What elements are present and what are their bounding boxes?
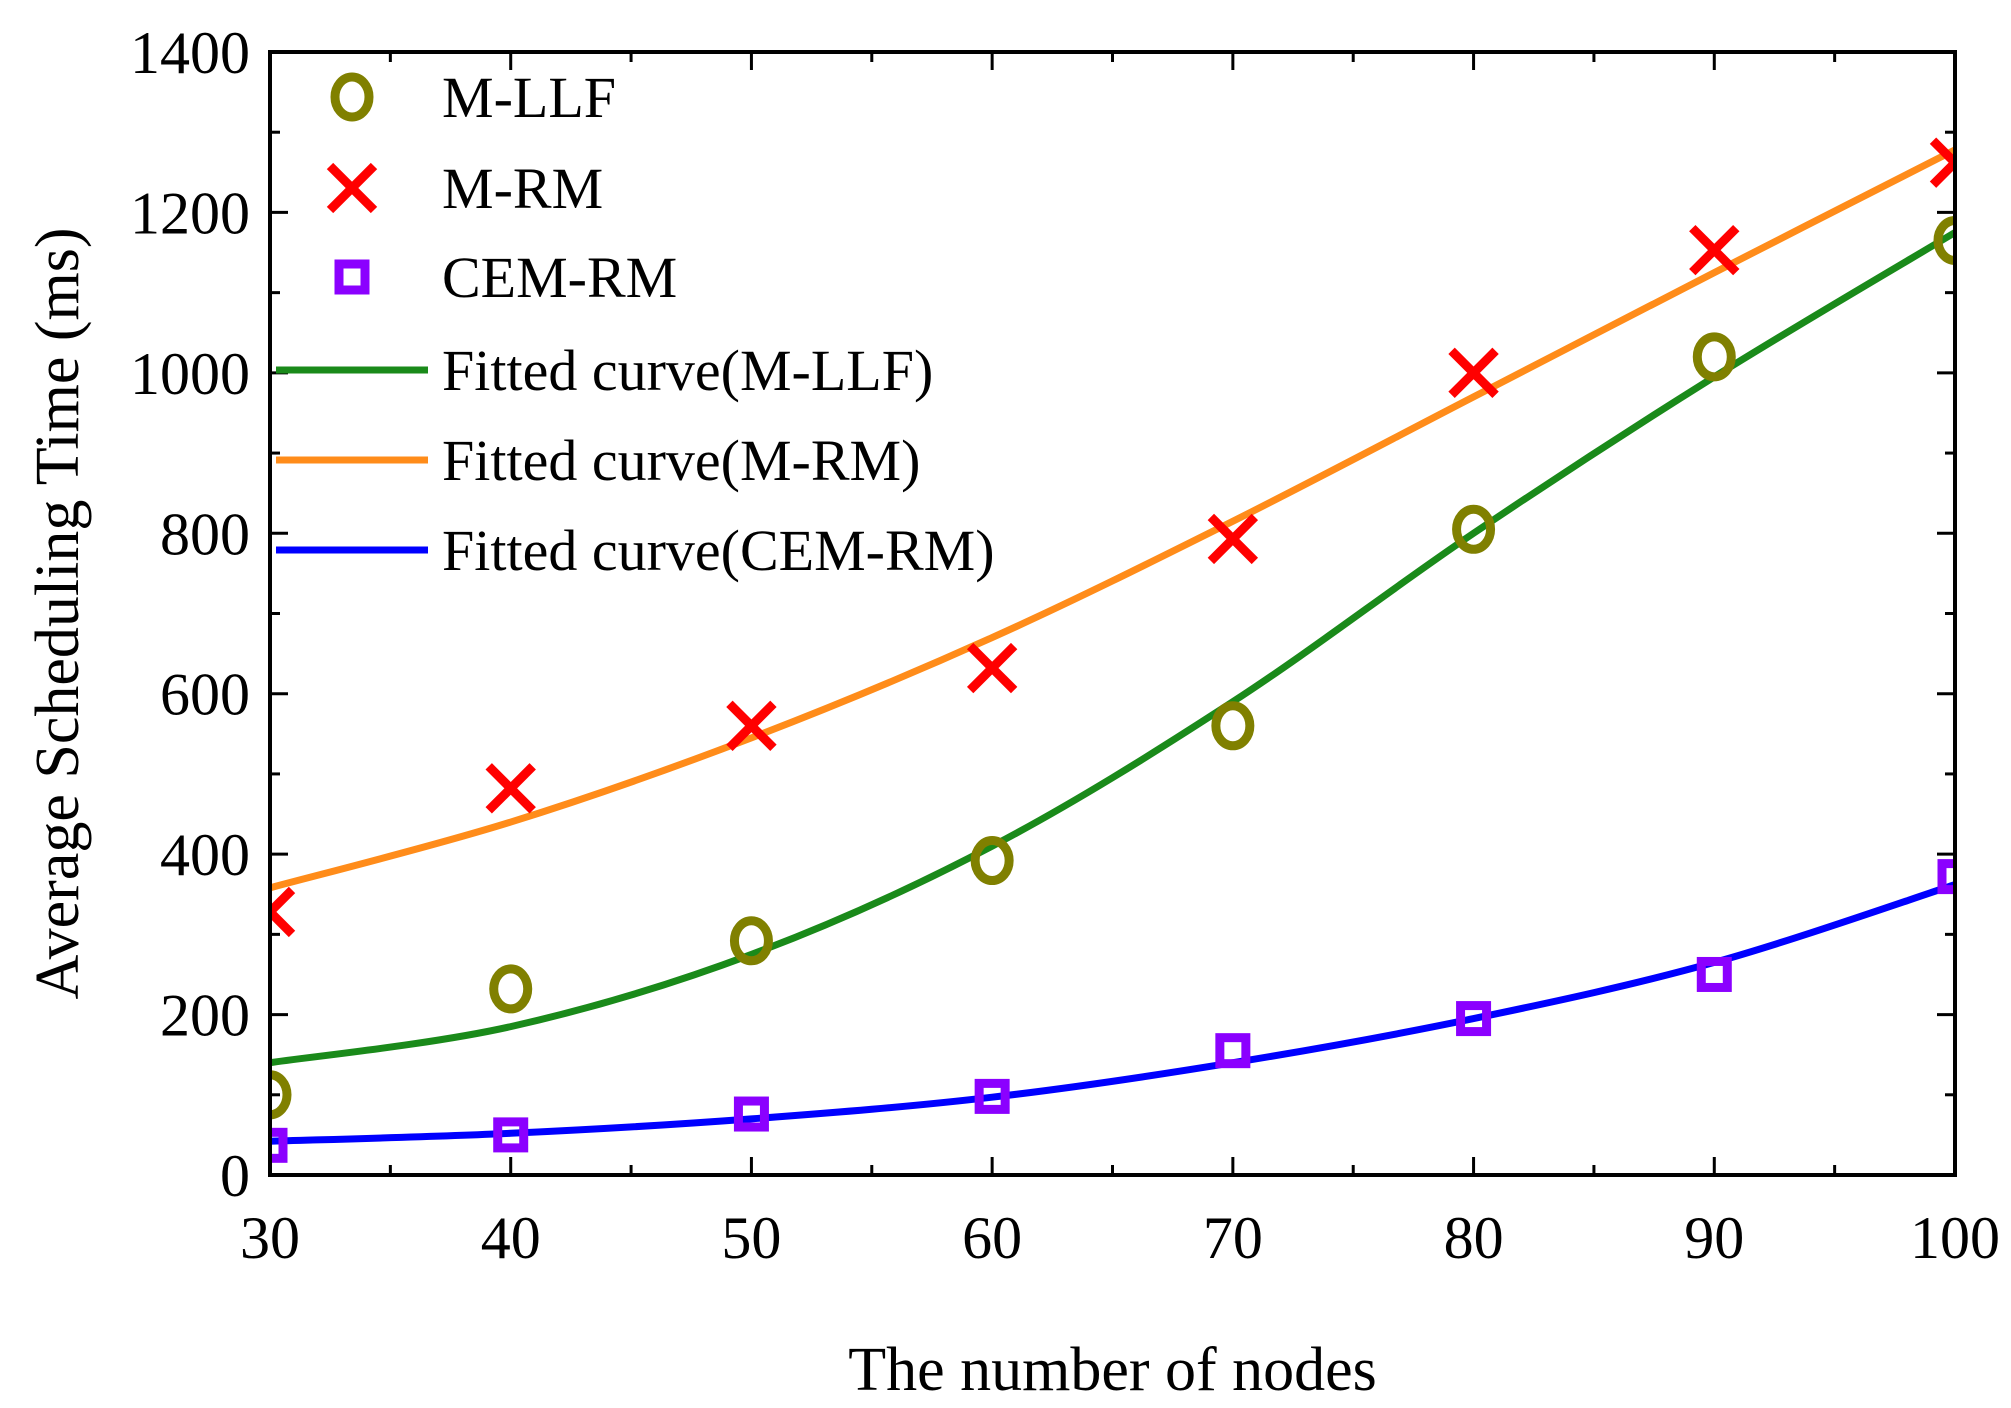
m-rm-point-stroke-b	[966, 642, 1018, 694]
m-rm-point-stroke-b	[1689, 224, 1740, 276]
y-axis-title: Average Scheduling Time (ms)	[24, 227, 92, 999]
m-llf-point	[1692, 332, 1736, 382]
x-tick-label: 90	[1684, 1205, 1744, 1271]
legend-cem-rm-label: CEM-RM	[442, 245, 677, 310]
x-tick-label: 60	[962, 1205, 1022, 1271]
cem-rm-point	[974, 1078, 1010, 1114]
m-rm-point	[270, 886, 296, 938]
legend: M-LLF M-RM CEM-RM Fitted curve(M-LLF) Fitted…	[276, 65, 995, 583]
legend-m-llf-label: M-LLF	[442, 65, 616, 130]
cem-rm-point	[493, 1117, 529, 1153]
x-tick-label: 70	[1203, 1205, 1263, 1271]
m-rm-point	[1689, 224, 1740, 276]
legend-m-rm-label: M-RM	[442, 156, 603, 221]
fitted-curve-m-rm-line	[270, 146, 1955, 892]
cem-rm-point	[1937, 859, 1955, 895]
y-tick-label: 400	[160, 822, 250, 888]
x-tick-label: 80	[1444, 1205, 1504, 1271]
m-rm-point	[966, 642, 1018, 694]
m-llf-point	[1933, 216, 1955, 265]
plot-content	[270, 137, 1955, 1163]
x-tick-label: 100	[1910, 1205, 2000, 1271]
cem-rm-point	[1456, 1001, 1492, 1037]
legend-m-llf-marker	[330, 72, 374, 122]
cem-rm-point	[733, 1096, 769, 1132]
y-tick-label: 1000	[130, 341, 250, 407]
y-tick-label: 1400	[130, 20, 250, 86]
data-markers	[270, 137, 1955, 1163]
m-llf-point	[970, 836, 1014, 886]
cem-rm-point	[1696, 956, 1732, 992]
fitted-curves	[270, 146, 1955, 1145]
m-rm-point-stroke-b	[1207, 513, 1259, 565]
m-llf-point	[489, 964, 533, 1014]
y-tick-label: 0	[220, 1143, 250, 1209]
legend-cem-rm-marker	[334, 259, 370, 295]
cem-rm-point	[1215, 1033, 1251, 1069]
m-rm-point-stroke-b	[1448, 347, 1499, 399]
m-rm-point-stroke-b	[726, 700, 777, 751]
x-tick-label: 40	[481, 1205, 541, 1271]
m-llf-point	[1452, 504, 1496, 554]
m-rm-point	[1448, 347, 1499, 399]
y-tick-label: 800	[160, 501, 250, 567]
m-rm-point	[485, 763, 536, 814]
legend-fitted-curve-m-llf-label: Fitted curve(M-LLF)	[442, 338, 933, 403]
y-tick-label: 1200	[130, 180, 250, 246]
m-llf-point	[270, 1070, 292, 1120]
m-rm-point	[726, 700, 777, 751]
x-tick-label: 50	[721, 1205, 781, 1271]
m-rm-point-stroke-a	[270, 905, 296, 938]
fitted-curve-cem-rm-line	[270, 881, 1955, 1145]
cem-rm-point	[270, 1127, 288, 1163]
m-rm-point-stroke-b	[270, 886, 296, 919]
x-tick-label: 30	[240, 1205, 300, 1271]
legend-fitted-curve-cem-rm-label: Fitted curve(CEM-RM)	[442, 518, 995, 583]
legend-m-rm-marker-stroke-b	[326, 162, 378, 214]
y-tick-label: 600	[160, 662, 250, 728]
m-llf-point	[729, 916, 773, 966]
m-rm-point	[1207, 513, 1259, 565]
m-rm-point-stroke-b	[485, 763, 536, 814]
m-rm-point	[1929, 137, 1955, 188]
fitted-curve-m-llf-line	[270, 229, 1955, 1067]
x-axis-title: The number of nodes	[848, 1336, 1377, 1404]
legend-m-rm-marker	[326, 162, 378, 214]
m-rm-point-stroke-b	[1929, 156, 1955, 188]
m-rm-point-stroke-a	[1929, 137, 1955, 170]
m-llf-point	[1211, 701, 1255, 751]
legend-fitted-curve-m-rm-label: Fitted curve(M-RM)	[442, 428, 920, 493]
axis-ticks: 30 40 50 60 70 80 90 10002004006008001000120014…	[130, 20, 2000, 1271]
y-tick-label: 200	[160, 983, 250, 1049]
